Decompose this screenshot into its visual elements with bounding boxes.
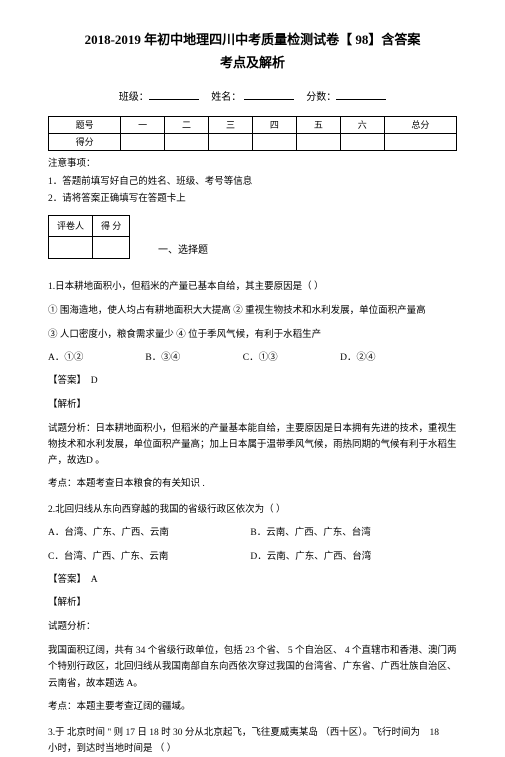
col-head: 三 [209, 116, 253, 133]
score-cell[interactable] [384, 133, 456, 150]
q3-stem-c: 小时，到达时当地时间是 （ ） [48, 744, 176, 754]
row-label: 题号 [49, 116, 121, 133]
score-cell[interactable] [121, 133, 165, 150]
q2-analysis-label: 【解析】 [48, 596, 457, 611]
table-row: 评卷人 得 分 [49, 215, 130, 236]
q1-options-line1: ① 围海造地，使人均占有耕地面积大大提高 ② 重视生物技术和水利发展，单位面积产… [48, 303, 457, 319]
notes-head: 注意事项： [48, 157, 457, 172]
q2-analysis-head: 试题分析： [48, 619, 457, 635]
answer-value: A [91, 575, 98, 585]
q1-choices: A．①② B．③④ C．①③ D．②④ [48, 351, 457, 366]
score-blank[interactable] [336, 88, 386, 100]
name-label: 姓名： [211, 92, 241, 103]
score-cell[interactable] [93, 237, 130, 258]
page-subtitle: 考点及解析 [48, 53, 457, 74]
score-cell[interactable] [296, 133, 340, 150]
choice-d[interactable]: D．②④ [340, 351, 375, 366]
choice-b[interactable]: B．云南、广西、广东、台湾 [250, 526, 370, 541]
choice-d[interactable]: D．云南、广东、广西、台湾 [250, 550, 371, 565]
info-line: 班级： 姓名： 分数： [48, 88, 457, 106]
col-head: 二 [165, 116, 209, 133]
q1-options-line2: ③ 人口密度小，粮食需求量少 ④ 位于季风气候，有利于水稻生产 [48, 327, 457, 343]
page-title: 2018-2019 年初中地理四川中考质量检测试卷【 98】含答案 [48, 30, 457, 51]
class-label: 班级： [119, 92, 149, 103]
choice-c[interactable]: C．台湾、广西、广东、云南 [48, 550, 248, 565]
marker-col: 评卷人 [49, 215, 93, 236]
choice-c[interactable]: C．①③ [243, 351, 338, 366]
score-col: 得 分 [93, 215, 130, 236]
col-head: 六 [340, 116, 384, 133]
q3-stem: 3.于 北京时间 " 则 17 日 18 时 30 分从北京起飞，飞往夏威夷某岛… [48, 725, 457, 757]
class-blank[interactable] [149, 88, 199, 100]
q1-stem: 1.日本耕地面积小，但稻米的产量已基本自给，其主要原因是（ ） [48, 279, 457, 295]
analysis-head: 试题分析： [48, 424, 96, 434]
note-1: 1．答题前填写好自己的姓名、班级、考号等信息 [48, 175, 457, 190]
q1-answer: 【答案】 D [48, 374, 457, 389]
col-head: 一 [121, 116, 165, 133]
choice-a[interactable]: A．台湾、广东、广西、云南 [48, 526, 248, 541]
q2-answer: 【答案】 A [48, 573, 457, 588]
score-cell[interactable] [165, 133, 209, 150]
col-head: 四 [252, 116, 296, 133]
answer-label: 【答案】 [48, 376, 86, 386]
q1-keypoint: 考点：本题考查日本粮食的有关知识 . [48, 477, 457, 492]
q2-stem: 2.北回归线从东向西穿越的我国的省级行政区依次为（ ） [48, 502, 457, 518]
col-head: 总分 [384, 116, 456, 133]
choice-b[interactable]: B．③④ [145, 351, 240, 366]
row-label: 得分 [49, 133, 121, 150]
col-head: 五 [296, 116, 340, 133]
score-label: 分数： [306, 92, 336, 103]
score-cell[interactable] [209, 133, 253, 150]
score-cell[interactable] [340, 133, 384, 150]
note-2: 2．请将答案正确填写在答题卡上 [48, 192, 457, 207]
q3-stem-b: 18 [430, 728, 440, 738]
q2-keypoint: 考点：本题主要考查辽阔的疆域。 [48, 700, 457, 715]
q1-analysis-label: 【解析】 [48, 398, 457, 413]
q3-stem-a: 3.于 北京时间 " 则 17 日 18 时 30 分从北京起飞，飞往夏威夷某岛… [48, 728, 420, 738]
analysis-text: 日本耕地面积小，但稻米的产量基本能自给，主要原因是日本拥有先进的技术，重视生物技… [48, 424, 457, 466]
table-row: 得分 [49, 133, 457, 150]
q2-choices-row2: C．台湾、广西、广东、云南 D．云南、广东、广西、台湾 [48, 550, 457, 565]
q2-choices-row1: A．台湾、广东、广西、云南 B．云南、广西、广东、台湾 [48, 526, 457, 541]
choice-a[interactable]: A．①② [48, 351, 143, 366]
name-blank[interactable] [244, 88, 294, 100]
q2-analysis-body: 我国面积辽阔，共有 34 个省级行政单位，包括 23 个省、 5 个自治区、 4… [48, 643, 457, 691]
table-row: 题号 一 二 三 四 五 六 总分 [49, 116, 457, 133]
table-row [49, 237, 130, 258]
marker-cell[interactable] [49, 237, 93, 258]
q1-analysis-body: 试题分析：日本耕地面积小，但稻米的产量基本能自给，主要原因是日本拥有先进的技术，… [48, 421, 457, 469]
score-cell[interactable] [252, 133, 296, 150]
section-label: 一、选择题 [158, 243, 457, 259]
marker-table: 评卷人 得 分 [48, 215, 130, 259]
answer-value: D [91, 376, 98, 386]
score-table: 题号 一 二 三 四 五 六 总分 得分 [48, 116, 457, 152]
answer-label: 【答案】 [48, 575, 86, 585]
